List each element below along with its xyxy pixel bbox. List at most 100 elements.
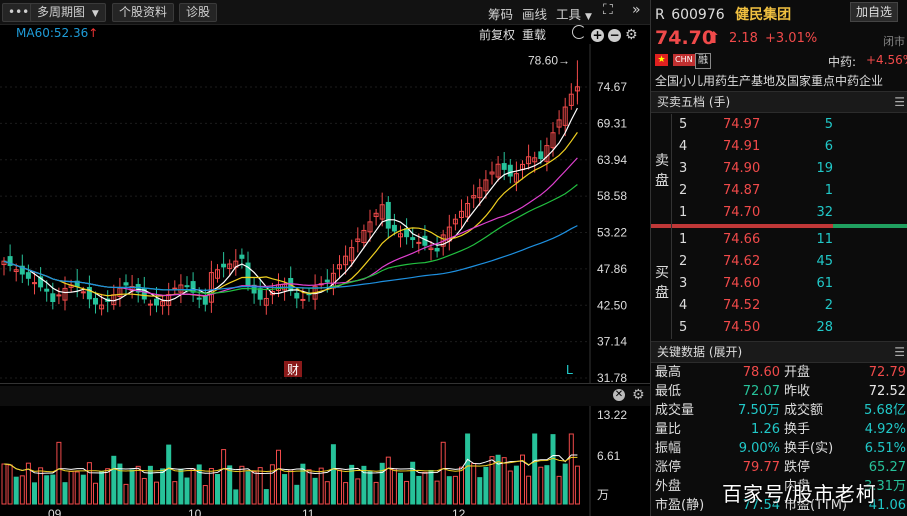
- volume-bar: [196, 464, 202, 505]
- orderbook-header[interactable]: 买卖五档 (手) ☰: [651, 91, 907, 113]
- period-button[interactable]: 多周期图 ▼: [30, 3, 106, 22]
- volume-bar: [507, 470, 513, 505]
- close-icon[interactable]: ✕: [613, 389, 625, 401]
- key-data-row: 市盈(静) 77.54 市盈(TTM) 41.06: [651, 496, 907, 515]
- order-price: 74.60: [723, 276, 761, 291]
- order-volume: 11: [816, 232, 833, 247]
- volume-bar: [294, 484, 300, 505]
- menu-icon[interactable]: ☰: [894, 345, 905, 359]
- volume-bar: [68, 470, 74, 505]
- candle-body: [452, 218, 458, 225]
- buy-order-row[interactable]: 2 74.62 45: [651, 251, 907, 273]
- settings-gear-icon[interactable]: ⚙: [625, 27, 638, 43]
- tools-button[interactable]: 工具 ▼: [556, 4, 592, 23]
- key-value: 41.06: [868, 498, 906, 513]
- candle-body: [465, 202, 471, 218]
- volume-bar: [355, 478, 361, 505]
- price-axis-label: 74.67: [597, 80, 627, 94]
- volume-bar: [544, 465, 550, 505]
- sell-order-row[interactable]: 4 74.91 6: [651, 136, 907, 158]
- draw-line-button[interactable]: 画线: [522, 7, 548, 22]
- volume-bar: [99, 471, 105, 505]
- minus-icon[interactable]: −: [608, 28, 621, 42]
- volume-bar: [227, 465, 233, 505]
- sell-order-row[interactable]: 2 74.87 1: [651, 180, 907, 202]
- menu-icon[interactable]: ☰: [894, 95, 905, 109]
- sell-order-row[interactable]: 3 74.90 19: [651, 158, 907, 180]
- order-level: 5: [679, 117, 688, 132]
- candle-body: [239, 254, 245, 259]
- volume-bar: [263, 489, 269, 505]
- buy-orders: 1 74.66 11 2 74.62 45 3 74.60 61 4 74.52 2 5 74.50 28: [651, 229, 907, 339]
- volume-bar: [428, 469, 434, 505]
- volume-bar: [7, 464, 13, 505]
- candle-body: [300, 298, 306, 301]
- adjust-button[interactable]: 前复权: [479, 28, 516, 42]
- buy-order-row[interactable]: 1 74.66 11: [651, 229, 907, 251]
- volume-bar: [330, 444, 336, 505]
- candle-body: [178, 284, 184, 293]
- volume-bar: [550, 434, 556, 505]
- key-label: 振幅: [655, 441, 682, 456]
- candle-body: [257, 288, 263, 300]
- volume-bar: [343, 482, 349, 505]
- key-data-row: 量比 1.26 换手 4.92%: [651, 420, 907, 439]
- finance-marker-icon[interactable]: [284, 361, 302, 377]
- key-value: 7.50万: [738, 403, 780, 418]
- undo-icon[interactable]: [572, 25, 586, 39]
- keydata-header[interactable]: 关键数据 (展开) ☰: [651, 341, 907, 363]
- candle-body: [50, 293, 56, 303]
- order-level: 4: [679, 298, 688, 313]
- volume-bar: [117, 463, 123, 505]
- sell-order-row[interactable]: 5 74.97 5: [651, 114, 907, 136]
- chips-button[interactable]: 筹码: [488, 7, 514, 22]
- overlay-button[interactable]: 重载: [522, 28, 547, 42]
- sector-change: +4.56%: [866, 53, 907, 67]
- volume-bar: [391, 468, 397, 505]
- volume-bar: [208, 468, 214, 505]
- candle-body: [172, 287, 178, 290]
- volume-bar: [154, 481, 159, 505]
- candle-body: [25, 272, 31, 279]
- volume-bar: [367, 471, 373, 505]
- buy-order-row[interactable]: 4 74.52 2: [651, 295, 907, 317]
- diagnose-button[interactable]: 诊股: [179, 3, 218, 22]
- volume-bar: [513, 465, 519, 505]
- fullscreen-icon[interactable]: ⛶: [603, 2, 613, 18]
- volume-bar: [50, 474, 56, 505]
- key-label: 量比: [655, 422, 682, 437]
- candle-body: [501, 163, 507, 170]
- sell-side-label: 卖盘: [655, 153, 669, 189]
- sell-order-row[interactable]: 1 74.70 32: [651, 202, 907, 224]
- panel-divider: [0, 383, 650, 384]
- candle-body: [263, 297, 269, 306]
- candle-body: [38, 276, 44, 288]
- volume-bar: [306, 469, 312, 505]
- key-data-row: 涨停 79.77 跌停 65.27: [651, 458, 907, 477]
- stock-info-button[interactable]: 个股资料: [112, 3, 175, 22]
- volume-bar: [452, 475, 458, 505]
- candle-body: [538, 151, 544, 159]
- volume-bar: [398, 472, 403, 505]
- volume-bar: [483, 466, 489, 505]
- volume-bar: [147, 465, 153, 505]
- key-label: 内盘: [784, 479, 811, 494]
- volume-bar: [489, 456, 495, 505]
- settings-gear-icon[interactable]: ⚙: [632, 387, 645, 403]
- candle-body: [483, 179, 489, 192]
- up-arrow-icon: ⬆: [707, 28, 721, 47]
- buy-order-row[interactable]: 3 74.60 61: [651, 273, 907, 295]
- candle-body: [184, 285, 190, 288]
- header-row: R 600976 健民集团: [655, 4, 791, 24]
- add-icon[interactable]: +: [591, 28, 604, 42]
- buy-order-row[interactable]: 5 74.50 28: [651, 317, 907, 339]
- candle-body: [428, 247, 434, 251]
- keydata-title: 关键数据 (展开): [657, 345, 743, 359]
- candle-body: [471, 195, 477, 199]
- order-volume: 61: [816, 276, 833, 291]
- collapse-icon[interactable]: »: [632, 2, 641, 18]
- price-change: 2.18: [729, 31, 758, 46]
- sector-label[interactable]: 中药:: [828, 55, 857, 69]
- order-volume: 2: [824, 298, 833, 313]
- add-watchlist-button[interactable]: 加自选: [850, 2, 899, 22]
